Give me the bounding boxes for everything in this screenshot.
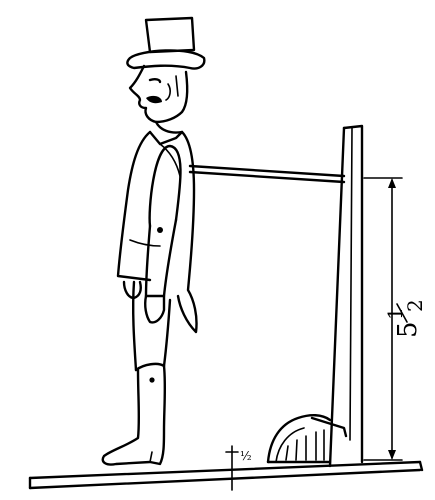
head (128, 64, 189, 124)
dimension-denominator: 2 (403, 299, 427, 312)
coat (116, 130, 198, 334)
base-marker: ½ (225, 445, 252, 491)
top-hat (126, 16, 206, 70)
legs (131, 280, 172, 383)
support-rod (188, 164, 346, 184)
svg-text:½: ½ (240, 449, 252, 463)
dimension-label: 5 1 2 (383, 299, 427, 338)
upright-post (328, 124, 364, 468)
stand-bracket (266, 414, 348, 464)
boot (101, 364, 167, 466)
collar (148, 120, 184, 146)
arm (144, 144, 182, 324)
dimension-line (363, 177, 403, 461)
dimension-whole: 5 (393, 321, 423, 338)
base-board (28, 460, 424, 490)
